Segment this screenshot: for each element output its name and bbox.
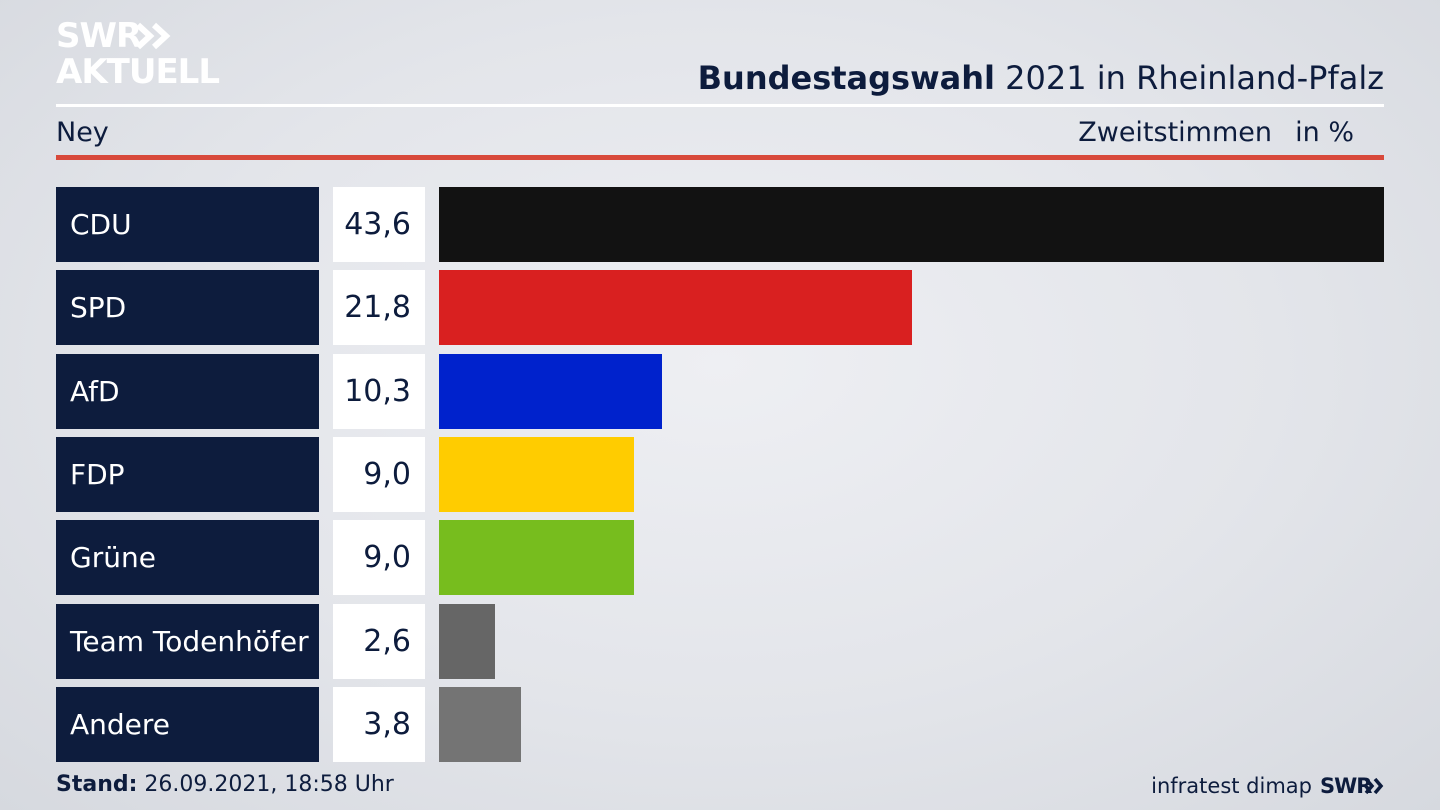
metric-label: Zweitstimmen <box>1078 117 1272 148</box>
bar <box>439 686 521 762</box>
value-label: 21,8 <box>333 270 425 346</box>
party-label: Andere <box>56 686 319 762</box>
chevron-double-icon <box>136 22 171 50</box>
timestamp: Stand: 26.09.2021, 18:58 Uhr <box>56 770 394 800</box>
title-bold: Bundestagswahl <box>697 59 995 97</box>
source-label: infratest dimap <box>1151 774 1312 798</box>
swr-aktuell-logo: SWR AKTUELL <box>56 18 236 90</box>
bar-row: SPD 21,8 <box>56 270 1384 346</box>
chart-title: Bundestagswahl 2021 in Rheinland-Pfalz <box>698 58 1384 98</box>
bar <box>439 436 634 512</box>
bar-row: AfD 10,3 <box>56 353 1384 429</box>
swr-footer-logo: SWR <box>1320 772 1384 800</box>
accent-divider <box>56 155 1384 160</box>
unit-label: in % <box>1295 117 1354 148</box>
bar-row: Grüne 9,0 <box>56 520 1384 596</box>
party-label: AfD <box>56 353 319 429</box>
value-label: 43,6 <box>333 187 425 262</box>
bar <box>439 187 1384 262</box>
bar-row: FDP 9,0 <box>56 436 1384 512</box>
value-label: 2,6 <box>333 603 425 679</box>
stand-label: Stand: <box>56 772 138 797</box>
title-rest: 2021 in Rheinland-Pfalz <box>995 59 1384 97</box>
bar-row: Team Todenhöfer 2,6 <box>56 603 1384 679</box>
bar <box>439 603 495 679</box>
party-label: FDP <box>56 436 319 512</box>
party-label: Team Todenhöfer <box>56 603 319 679</box>
value-label: 9,0 <box>333 520 425 596</box>
header-divider <box>56 104 1384 107</box>
bar <box>439 353 662 429</box>
swr-footer-logo-text: SWR <box>1320 774 1372 798</box>
value-label: 3,8 <box>333 686 425 762</box>
party-label: CDU <box>56 187 319 262</box>
bar-row: Andere 3,8 <box>56 686 1384 762</box>
bar <box>439 270 912 346</box>
value-label: 9,0 <box>333 436 425 512</box>
value-label: 10,3 <box>333 353 425 429</box>
party-label: Grüne <box>56 520 319 596</box>
stand-value: 26.09.2021, 18:58 Uhr <box>137 772 394 797</box>
chevron-double-small-icon <box>1364 777 1384 795</box>
logo-line-aktuell: AKTUELL <box>56 52 220 92</box>
bar-row: CDU 43,6 <box>56 187 1384 262</box>
region-name: Ney <box>56 117 109 148</box>
logo-line-swr: SWR <box>56 16 142 56</box>
bar <box>439 520 634 596</box>
party-label: SPD <box>56 270 319 346</box>
